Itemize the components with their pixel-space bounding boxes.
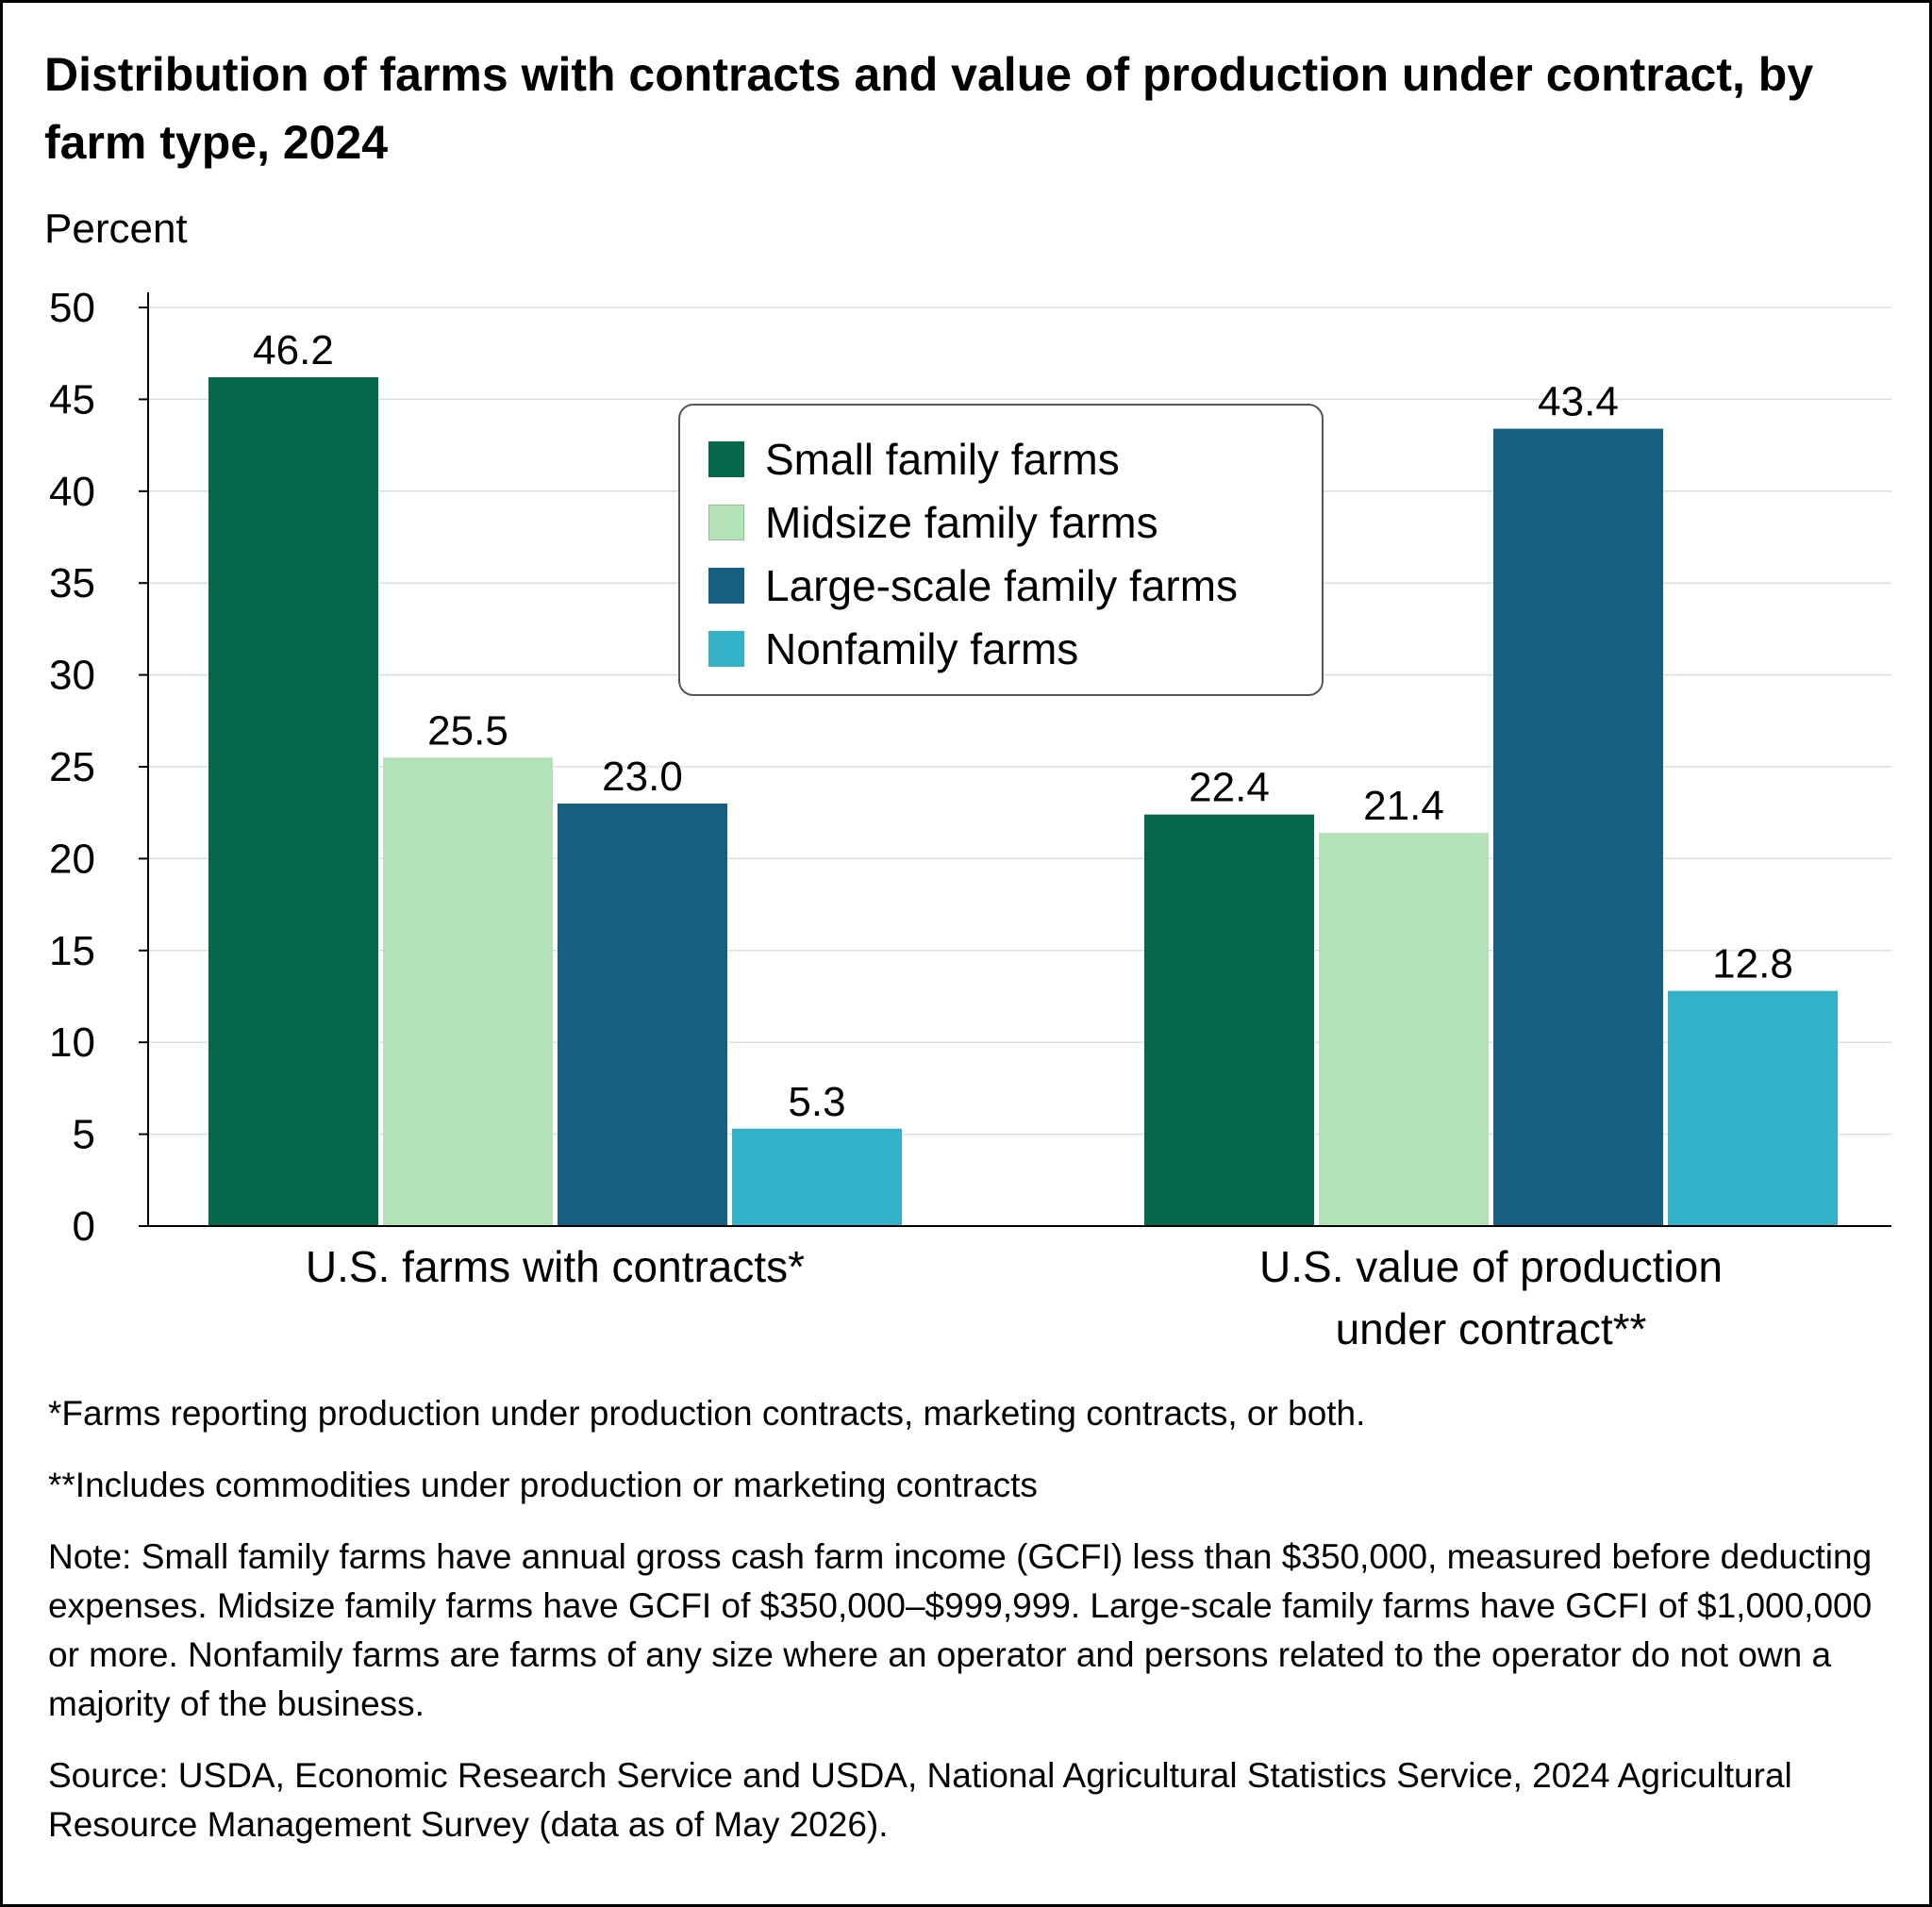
- data-label-0-1: 22.4: [1189, 765, 1270, 811]
- chart-title: Distribution of farms with contracts and…: [44, 48, 1814, 169]
- data-label-1-1: 21.4: [1363, 783, 1444, 829]
- source-note: Source: USDA, Economic Research Service …: [48, 1756, 1792, 1844]
- legend-label: Midsize family farms: [765, 498, 1158, 547]
- bar-chart: 0 5 10 15 20 25 30 35 40 45 50 46.2 22.4 25.5 21.4 23.0…: [49, 285, 1891, 1353]
- y-axis-label: Percent: [44, 206, 188, 252]
- y-tick-label-10: 10: [49, 1020, 95, 1066]
- data-label-0-0: 46.2: [253, 327, 334, 373]
- data-label-2-0: 23.0: [602, 754, 683, 800]
- x-category-label-1-0: U.S. value of production: [1259, 1242, 1723, 1291]
- y-tick-label-40: 40: [49, 469, 95, 515]
- footnote-value-of-production: **Includes commodities under production …: [48, 1466, 1038, 1504]
- y-tick-label-5: 5: [73, 1112, 95, 1158]
- y-tick-label-50: 50: [49, 285, 95, 331]
- bar-large-scale-family-farms-1: [1493, 428, 1663, 1226]
- legend-swatch: [708, 567, 744, 604]
- footnote-farms-with-contracts: *Farms reporting production under produc…: [48, 1394, 1366, 1433]
- y-tick-label-15: 15: [49, 928, 95, 974]
- data-label-1-0: 25.5: [427, 707, 508, 754]
- legend-item: Large-scale family farms: [708, 557, 1238, 614]
- legend-swatch: [708, 440, 744, 477]
- x-category-label-0-0: U.S. farms with contracts*: [306, 1242, 805, 1291]
- legend-item: Nonfamily farms: [708, 621, 1078, 677]
- chart-legend: Small family farms Midsize family farms La…: [678, 404, 1324, 696]
- y-tick-label-35: 35: [49, 560, 95, 606]
- legend-label: Large-scale family farms: [765, 561, 1239, 610]
- y-tick-label-20: 20: [49, 836, 95, 882]
- bar-nonfamily-farms-0: [732, 1128, 902, 1226]
- data-label-3-1: 12.8: [1712, 941, 1793, 987]
- legend-item: Midsize family farms: [708, 494, 1158, 551]
- bar-midsize-family-farms-0: [383, 757, 553, 1226]
- bar-nonfamily-farms-1: [1668, 990, 1838, 1226]
- bar-small-family-farms-1: [1144, 814, 1314, 1226]
- data-label-2-1: 43.4: [1538, 379, 1619, 425]
- legend-label: Nonfamily farms: [765, 624, 1079, 673]
- legend-swatch: [708, 504, 744, 540]
- y-tick-label-45: 45: [49, 376, 95, 423]
- note-farm-type-definitions: Note: Small family farms have annual gro…: [48, 1537, 1873, 1723]
- legend-item: Small family farms: [708, 431, 1120, 488]
- x-category-label-1-1: under contract**: [1336, 1304, 1647, 1353]
- y-tick-label-30: 30: [49, 653, 95, 699]
- data-label-3-0: 5.3: [788, 1079, 845, 1125]
- bar-small-family-farms-0: [208, 377, 378, 1226]
- bar-large-scale-family-farms-0: [558, 803, 727, 1226]
- bar-midsize-family-farms-1: [1319, 833, 1489, 1226]
- y-tick-label-0: 0: [73, 1203, 95, 1250]
- legend-swatch: [708, 630, 744, 667]
- chart-notes: *Farms reporting production under produc…: [48, 1389, 1907, 1872]
- y-tick-label-25: 25: [49, 744, 95, 790]
- legend-label: Small family farms: [765, 435, 1120, 484]
